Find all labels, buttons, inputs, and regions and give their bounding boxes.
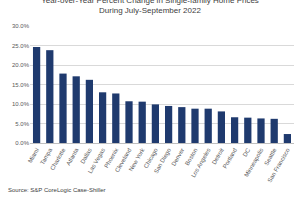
svg-text:25.0%: 25.0%: [12, 43, 30, 49]
svg-text:20.0%: 20.0%: [12, 62, 30, 68]
svg-text:Seattle: Seattle: [263, 147, 278, 167]
svg-text:0.0%: 0.0%: [15, 140, 29, 146]
svg-text:Los Angeles: Los Angeles: [190, 147, 212, 178]
svg-text:Minneapolis: Minneapolis: [243, 147, 264, 178]
svg-text:10.0%: 10.0%: [12, 101, 30, 107]
svg-text:Phoenix: Phoenix: [103, 147, 119, 169]
svg-text:Atlanta: Atlanta: [65, 147, 80, 167]
svg-text:Portland: Portland: [222, 147, 238, 169]
svg-text:30.0%: 30.0%: [12, 23, 30, 29]
svg-text:Detroit: Detroit: [211, 147, 225, 166]
svg-text:Denver: Denver: [170, 147, 185, 167]
svg-text:Dallas: Dallas: [79, 147, 93, 164]
svg-text:Source: S&P CoreLogic Case-Shi: Source: S&P CoreLogic Case-Shiller: [8, 187, 106, 193]
svg-text:Charlotte: Charlotte: [49, 147, 67, 172]
svg-text:Cleveland: Cleveland: [114, 147, 133, 173]
svg-text:DC: DC: [242, 147, 252, 158]
svg-text:Las Vegas: Las Vegas: [87, 147, 106, 174]
svg-text:Chicago: Chicago: [143, 147, 160, 170]
svg-text:Boston: Boston: [184, 147, 199, 166]
svg-text:Miami: Miami: [27, 147, 40, 164]
svg-text:New York: New York: [128, 146, 146, 172]
svg-text:5.0%: 5.0%: [15, 121, 29, 127]
svg-text:15.0%: 15.0%: [12, 82, 30, 88]
svg-text:Year-over-Year Percent Change: Year-over-Year Percent Change in Single-…: [41, 0, 259, 15]
svg-text:San Francisco: San Francisco: [266, 147, 291, 184]
svg-text:Tampa: Tampa: [39, 147, 54, 166]
svg-text:San Diego: San Diego: [153, 147, 173, 175]
